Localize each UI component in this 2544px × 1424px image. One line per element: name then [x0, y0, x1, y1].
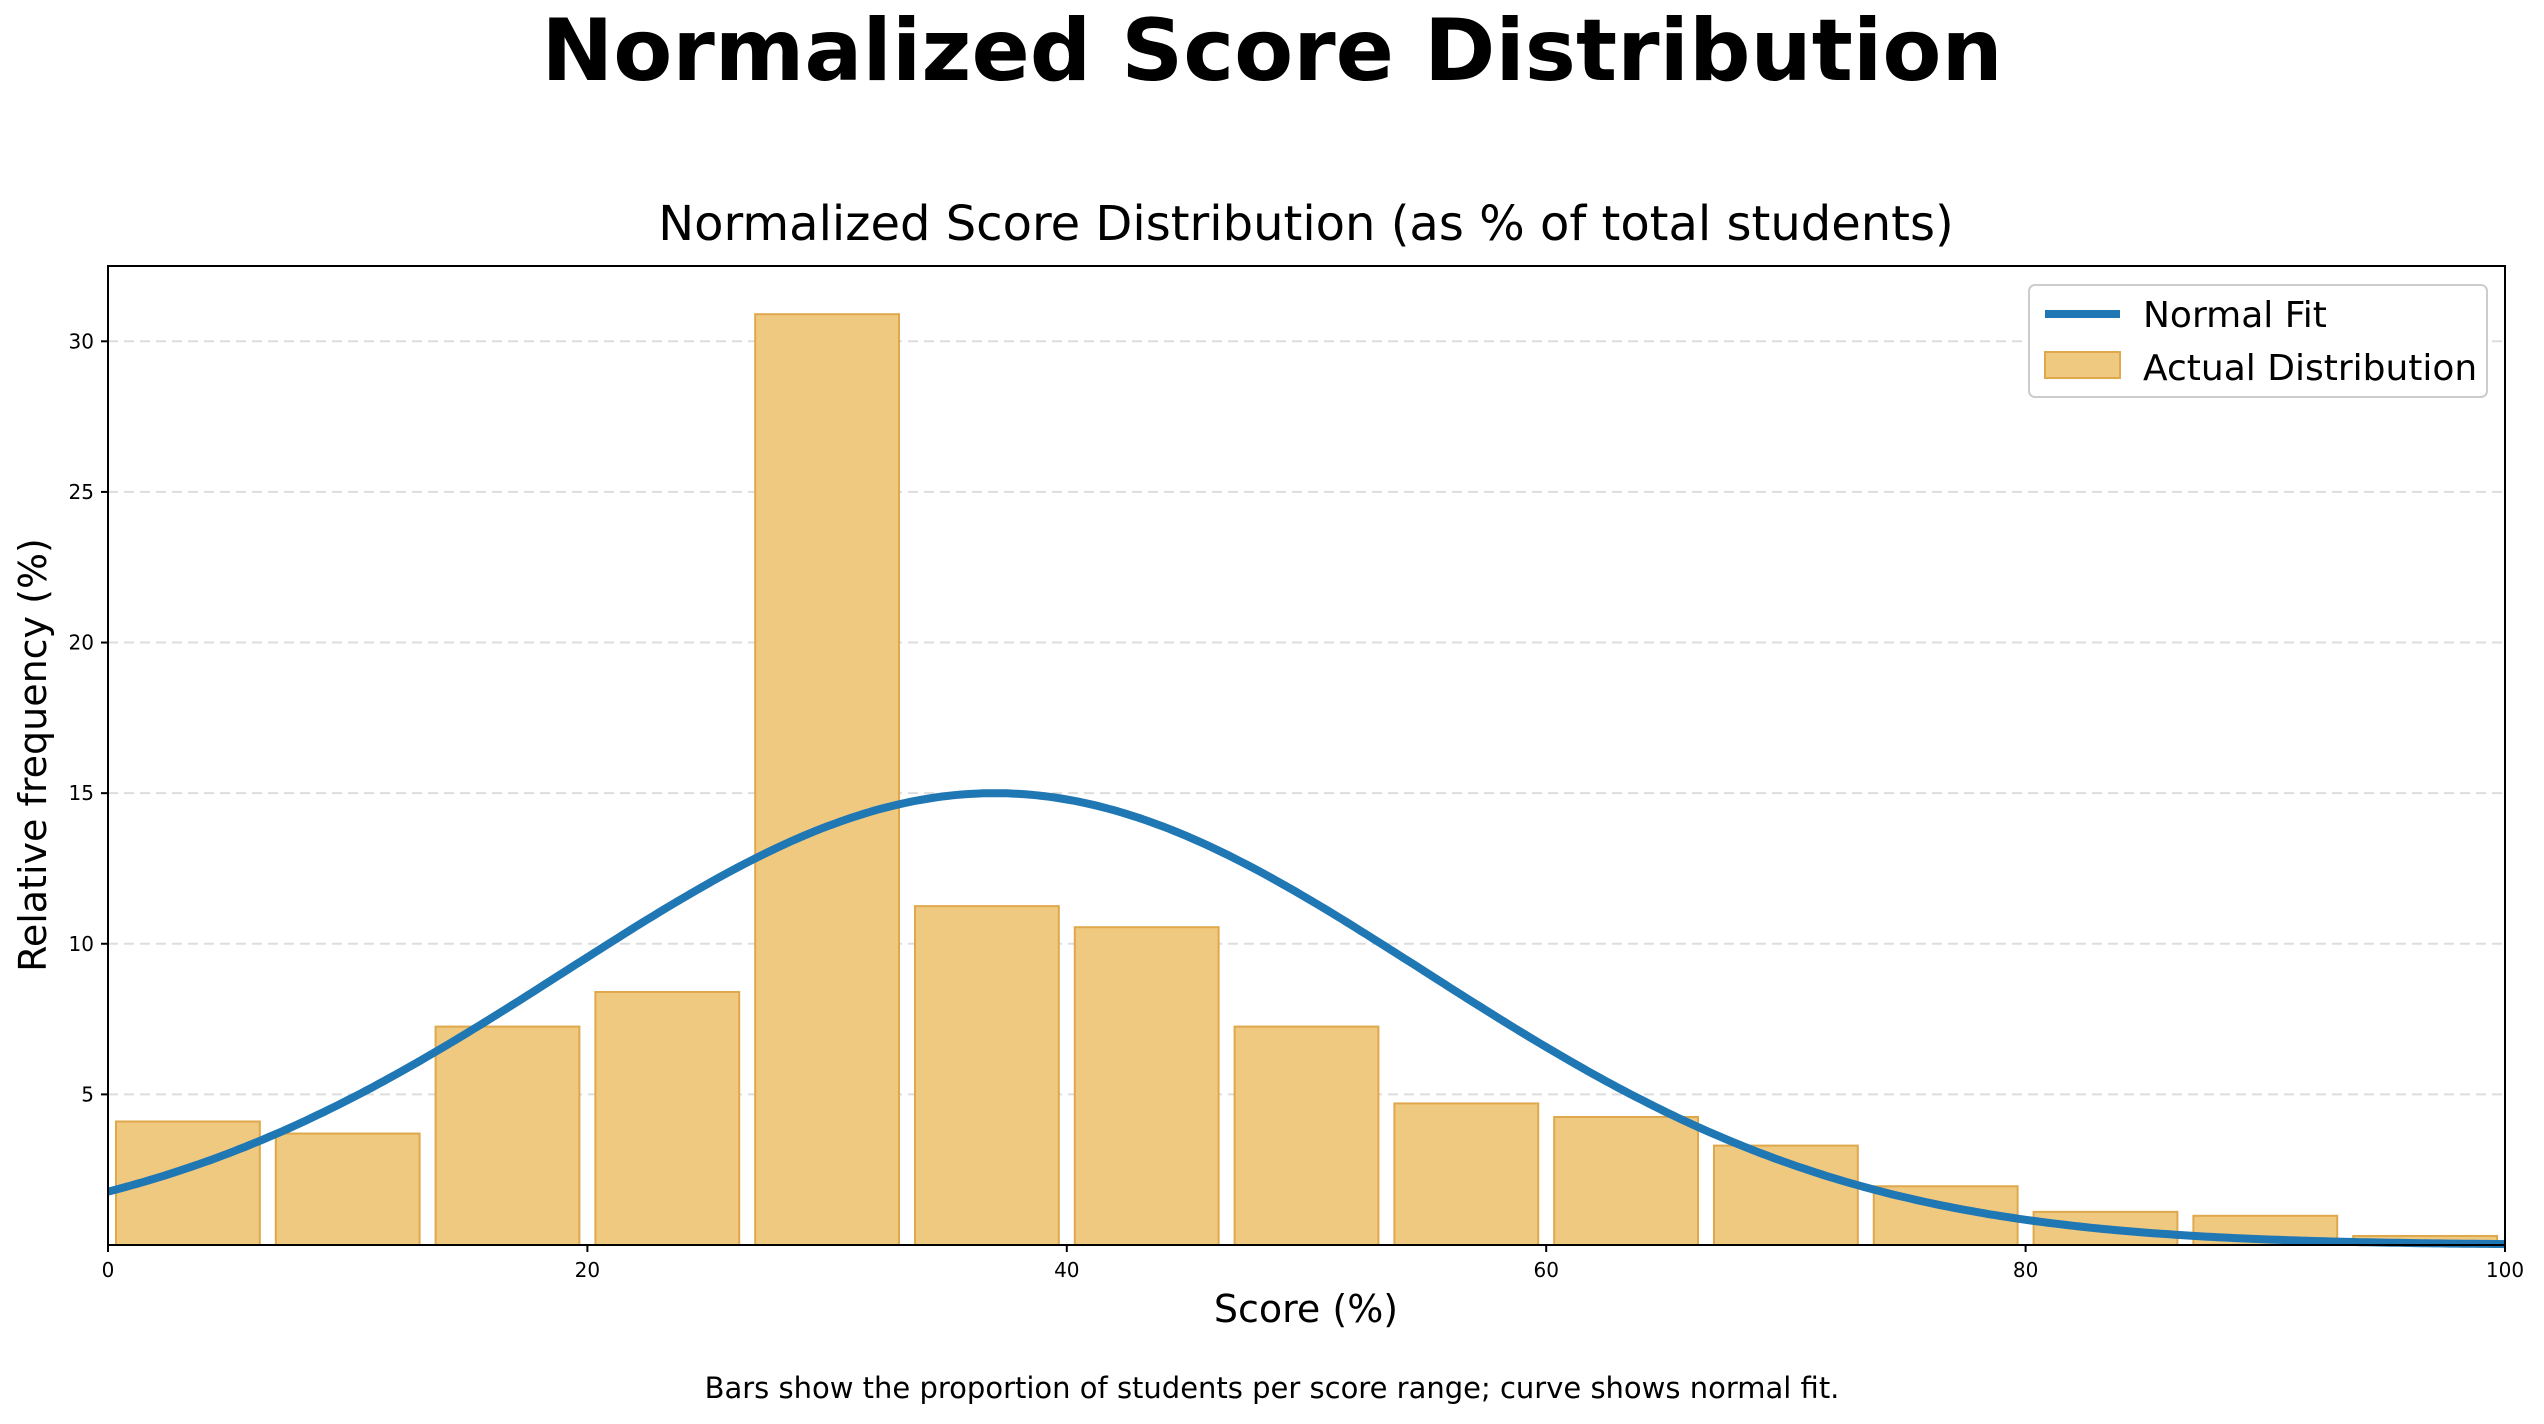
x-tick-label: 60: [1533, 1258, 1558, 1282]
histogram-bar: [1393, 1102, 1540, 1246]
bars: [114, 313, 2499, 1247]
x-axis-label: Score (%): [1214, 1287, 1398, 1331]
y-tick-label: 10: [69, 932, 94, 956]
histogram-bar: [594, 990, 741, 1246]
histogram-bar: [274, 1132, 421, 1246]
gridlines: [108, 340, 2505, 1096]
x-tick-label: 20: [575, 1258, 600, 1282]
plot-frame: [107, 265, 2506, 1246]
x-tick-label: 0: [102, 1258, 115, 1282]
y-tick-label: 25: [69, 480, 94, 504]
histogram-bar: [1233, 1025, 1380, 1246]
y-tick-label: 30: [69, 329, 94, 353]
histogram-bar: [913, 905, 1060, 1246]
legend-bar-swatch: [2044, 351, 2121, 379]
x-tick-label: 80: [2013, 1258, 2038, 1282]
legend-label-normal-fit: Normal Fit: [2143, 295, 2327, 336]
chart-title: Normalized Score Distribution (as % of t…: [658, 196, 1953, 252]
caption: Bars show the proportion of students per…: [705, 1371, 1840, 1405]
y-axis-label: Relative frequency (%): [11, 538, 55, 972]
histogram-bar: [1553, 1115, 1700, 1246]
y-tick-label: 20: [69, 631, 94, 655]
y-tick-label: 15: [69, 781, 94, 805]
ticks: 5 10 15 20 25 30 0 20 40 60 80 100: [69, 329, 2525, 1282]
histogram-bar: [1073, 926, 1220, 1246]
legend-box: [2028, 284, 2488, 398]
histogram-bar: [434, 1025, 581, 1246]
normal-fit-curve: [107, 789, 2506, 1249]
legend: Normal Fit Actual Distribution: [2028, 284, 2488, 398]
x-tick-label: 100: [2486, 1258, 2524, 1282]
figure-title: Normalized Score Distribution: [541, 1, 2002, 101]
y-tick-label: 5: [81, 1082, 94, 1106]
x-tick-label: 40: [1054, 1258, 1079, 1282]
histogram-bar: [754, 313, 901, 1247]
legend-label-actual-distribution: Actual Distribution: [2143, 348, 2477, 389]
